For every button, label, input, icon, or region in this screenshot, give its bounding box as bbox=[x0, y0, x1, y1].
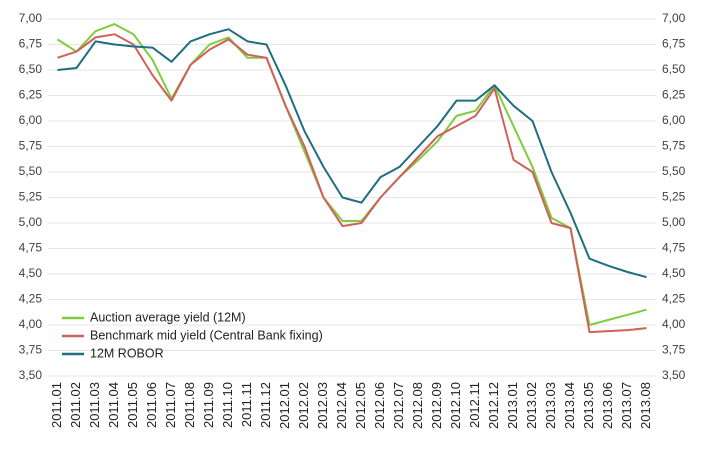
y-tick-label: 6,00 bbox=[19, 113, 43, 127]
y2-tick-label: 6,25 bbox=[662, 88, 686, 102]
x-tick-label: 2011.09 bbox=[201, 382, 216, 428]
x-tick-label: 2013.02 bbox=[524, 382, 539, 429]
x-tick-label: 2011.04 bbox=[106, 382, 121, 428]
y-tick-label: 6,75 bbox=[19, 37, 43, 51]
y2-tick-label: 6,00 bbox=[662, 113, 686, 127]
series-line bbox=[57, 28, 647, 279]
x-tick-label: 2012.09 bbox=[429, 382, 444, 429]
x-tick-label: 2012.05 bbox=[353, 382, 368, 429]
x-tick-label: 2012.08 bbox=[410, 382, 425, 429]
y-tick-label: 3,50 bbox=[19, 368, 43, 382]
y-tick-label: 6,50 bbox=[19, 62, 43, 76]
x-tick-label: 2012.11 bbox=[467, 382, 482, 428]
x-tick-label: 2012.01 bbox=[277, 382, 292, 429]
x-tick-label: 2011.02 bbox=[68, 382, 83, 428]
x-tick-label: 2011.10 bbox=[220, 382, 235, 428]
y2-tick-label: 5,25 bbox=[662, 190, 686, 204]
y2-tick-label: 4,00 bbox=[662, 317, 686, 331]
x-tick-label: 2013.04 bbox=[562, 382, 577, 429]
y2-tick-label: 4,75 bbox=[662, 241, 686, 255]
x-tick-label: 2012.07 bbox=[391, 382, 406, 429]
x-tick-label: 2011.08 bbox=[182, 382, 197, 428]
y-tick-label: 4,25 bbox=[19, 292, 43, 306]
y2-tick-label: 6,75 bbox=[662, 37, 686, 51]
y2-tick-label: 4,50 bbox=[662, 266, 686, 280]
y-tick-label: 5,00 bbox=[19, 215, 43, 229]
y-tick-label: 7,00 bbox=[19, 11, 43, 25]
y2-tick-label: 3,75 bbox=[662, 343, 686, 357]
x-tick-label: 2011.05 bbox=[125, 382, 140, 428]
y2-tick-label: 7,00 bbox=[662, 11, 686, 25]
y2-tick-label: 5,50 bbox=[662, 164, 686, 178]
y-tick-label: 6,25 bbox=[19, 88, 43, 102]
x-tick-label: 2013.03 bbox=[543, 382, 558, 429]
x-tick-label: 2011.01 bbox=[49, 382, 64, 428]
x-tick-label: 2013.05 bbox=[581, 382, 596, 429]
legend-label: 12M ROBOR bbox=[90, 346, 164, 360]
x-tick-label: 2013.01 bbox=[505, 382, 520, 429]
x-tick-label: 2012.03 bbox=[315, 382, 330, 429]
y-tick-label: 4,00 bbox=[19, 317, 43, 331]
x-tick-label: 2011.07 bbox=[163, 382, 178, 428]
x-tick-label: 2012.02 bbox=[296, 382, 311, 429]
y-tick-label: 5,25 bbox=[19, 190, 43, 204]
y-tick-label: 4,75 bbox=[19, 241, 43, 255]
legend-label: Auction average yield (12M) bbox=[90, 310, 246, 324]
y-tick-label: 3,75 bbox=[19, 343, 43, 357]
x-tick-label: 2012.12 bbox=[486, 382, 501, 429]
x-tick-label: 2012.06 bbox=[372, 382, 387, 429]
x-tick-label: 2013.06 bbox=[600, 382, 615, 429]
x-tick-label: 2013.07 bbox=[619, 382, 634, 429]
y2-tick-label: 3,50 bbox=[662, 368, 686, 382]
x-tick-label: 2012.10 bbox=[448, 382, 463, 429]
x-tick-label: 2012.04 bbox=[334, 382, 349, 429]
x-tick-label: 2011.06 bbox=[144, 382, 159, 428]
y2-tick-label: 5,00 bbox=[662, 215, 686, 229]
series-line bbox=[57, 33, 647, 334]
y2-tick-label: 5,75 bbox=[662, 139, 686, 153]
x-tick-label: 2011.03 bbox=[87, 382, 102, 428]
x-tick-label: 2011.12 bbox=[258, 382, 273, 428]
y-tick-label: 5,75 bbox=[19, 139, 43, 153]
series-line bbox=[56, 23, 647, 326]
y-tick-label: 5,50 bbox=[19, 164, 43, 178]
y2-tick-label: 6,50 bbox=[662, 62, 686, 76]
x-tick-label: 2013.08 bbox=[638, 382, 653, 429]
y2-tick-label: 4,25 bbox=[662, 292, 686, 306]
legend-label: Benchmark mid yield (Central Bank fixing… bbox=[90, 328, 323, 342]
y-tick-label: 4,50 bbox=[19, 266, 43, 280]
x-tick-label: 2011.11 bbox=[239, 382, 254, 427]
